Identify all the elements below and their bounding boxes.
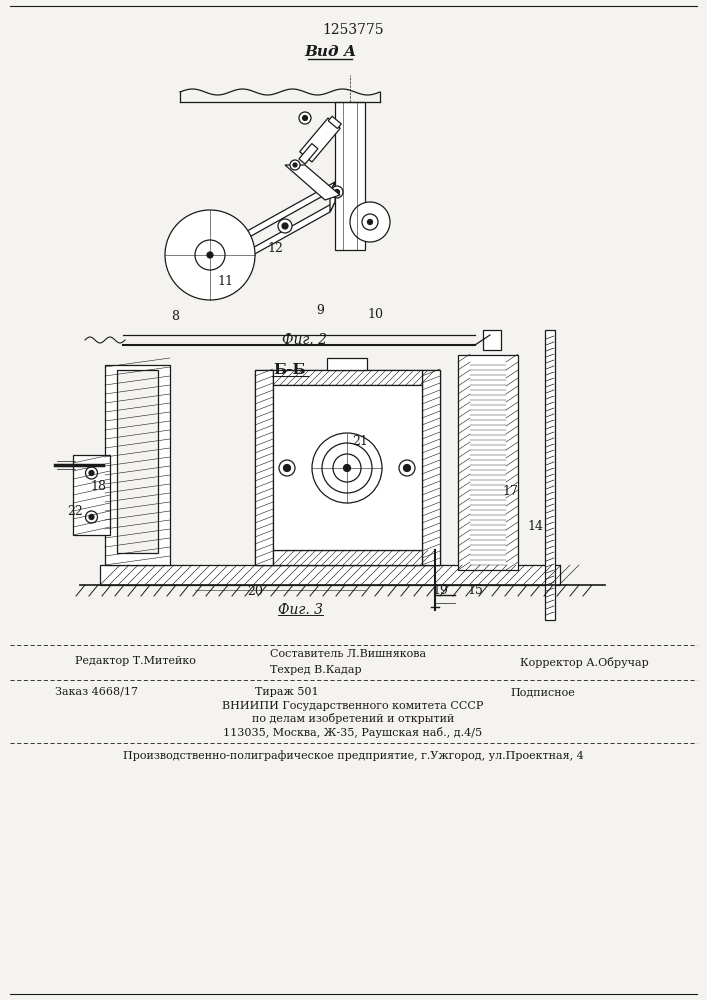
- Bar: [255, 370, 440, 565]
- Circle shape: [195, 240, 225, 270]
- Text: 20: 20: [247, 585, 263, 598]
- Circle shape: [86, 467, 98, 479]
- Text: Б-Б: Б-Б: [274, 363, 306, 377]
- Text: Производственно-полиграфическое предприятие, г.Ужгород, ул.Проектная, 4: Производственно-полиграфическое предприя…: [122, 751, 583, 761]
- Circle shape: [282, 223, 288, 229]
- Text: 9: 9: [316, 304, 324, 317]
- Circle shape: [344, 464, 351, 472]
- Polygon shape: [330, 182, 335, 212]
- Text: 113035, Москва, Ж-35, Раушская наб., д.4/5: 113035, Москва, Ж-35, Раушская наб., д.4…: [223, 726, 483, 738]
- Text: Подписное: Подписное: [510, 687, 575, 697]
- Circle shape: [312, 433, 382, 503]
- Text: Вид А: Вид А: [304, 45, 356, 59]
- Bar: [105, 365, 170, 565]
- Text: 8: 8: [171, 310, 179, 323]
- Circle shape: [284, 464, 291, 472]
- Circle shape: [368, 220, 373, 225]
- Bar: [545, 330, 555, 620]
- Circle shape: [279, 460, 295, 476]
- Text: Техред В.Кадар: Техред В.Кадар: [270, 665, 361, 675]
- Text: 12: 12: [267, 242, 283, 255]
- Text: по делам изобретений и открытий: по делам изобретений и открытий: [252, 714, 454, 724]
- Bar: [255, 370, 273, 565]
- Circle shape: [334, 190, 339, 194]
- Text: 17: 17: [502, 485, 518, 498]
- Circle shape: [293, 163, 297, 167]
- Text: Заказ 4668/17: Заказ 4668/17: [55, 687, 138, 697]
- Circle shape: [278, 219, 292, 233]
- Text: 1253775: 1253775: [322, 23, 384, 37]
- Text: 15: 15: [467, 584, 483, 597]
- Bar: [299, 144, 318, 164]
- Bar: [327, 358, 367, 370]
- Text: 18: 18: [90, 480, 106, 493]
- Circle shape: [165, 210, 255, 300]
- Text: 10: 10: [367, 308, 383, 321]
- Text: 21: 21: [352, 435, 368, 448]
- Text: Фиг. 3: Фиг. 3: [278, 603, 322, 617]
- Text: Тираж 501: Тираж 501: [255, 687, 319, 697]
- Bar: [273, 385, 422, 550]
- Bar: [73, 455, 110, 535]
- Bar: [117, 370, 158, 553]
- Bar: [458, 355, 518, 570]
- Text: 19: 19: [432, 584, 448, 597]
- Circle shape: [362, 214, 378, 230]
- Text: 22: 22: [67, 505, 83, 518]
- Polygon shape: [235, 202, 335, 265]
- Bar: [300, 118, 340, 162]
- Bar: [100, 565, 560, 585]
- Bar: [335, 102, 365, 250]
- Circle shape: [86, 511, 98, 523]
- Circle shape: [89, 471, 94, 476]
- Text: 11: 11: [217, 275, 233, 288]
- Circle shape: [303, 115, 308, 120]
- Polygon shape: [285, 165, 340, 200]
- Bar: [422, 370, 440, 565]
- Circle shape: [322, 443, 372, 493]
- Circle shape: [290, 160, 300, 170]
- Circle shape: [399, 460, 415, 476]
- Text: Составитель Л.Вишнякова: Составитель Л.Вишнякова: [270, 649, 426, 659]
- Text: Редактор Т.Митейко: Редактор Т.Митейко: [75, 656, 196, 666]
- Circle shape: [299, 112, 311, 124]
- Circle shape: [333, 454, 361, 482]
- Circle shape: [404, 464, 411, 472]
- Text: 14: 14: [527, 520, 543, 533]
- Circle shape: [207, 252, 213, 258]
- Text: Корректор А.Обручар: Корректор А.Обручар: [520, 656, 649, 668]
- Circle shape: [331, 186, 343, 198]
- Polygon shape: [235, 182, 335, 245]
- Bar: [273, 370, 422, 385]
- Bar: [273, 550, 422, 565]
- Circle shape: [350, 202, 390, 242]
- Bar: [483, 330, 501, 350]
- Bar: [328, 116, 341, 129]
- Polygon shape: [235, 235, 240, 265]
- Text: ВНИИПИ Государственного комитета СССР: ВНИИПИ Государственного комитета СССР: [222, 701, 484, 711]
- Text: Фиг. 2: Фиг. 2: [283, 333, 327, 347]
- Circle shape: [89, 514, 94, 520]
